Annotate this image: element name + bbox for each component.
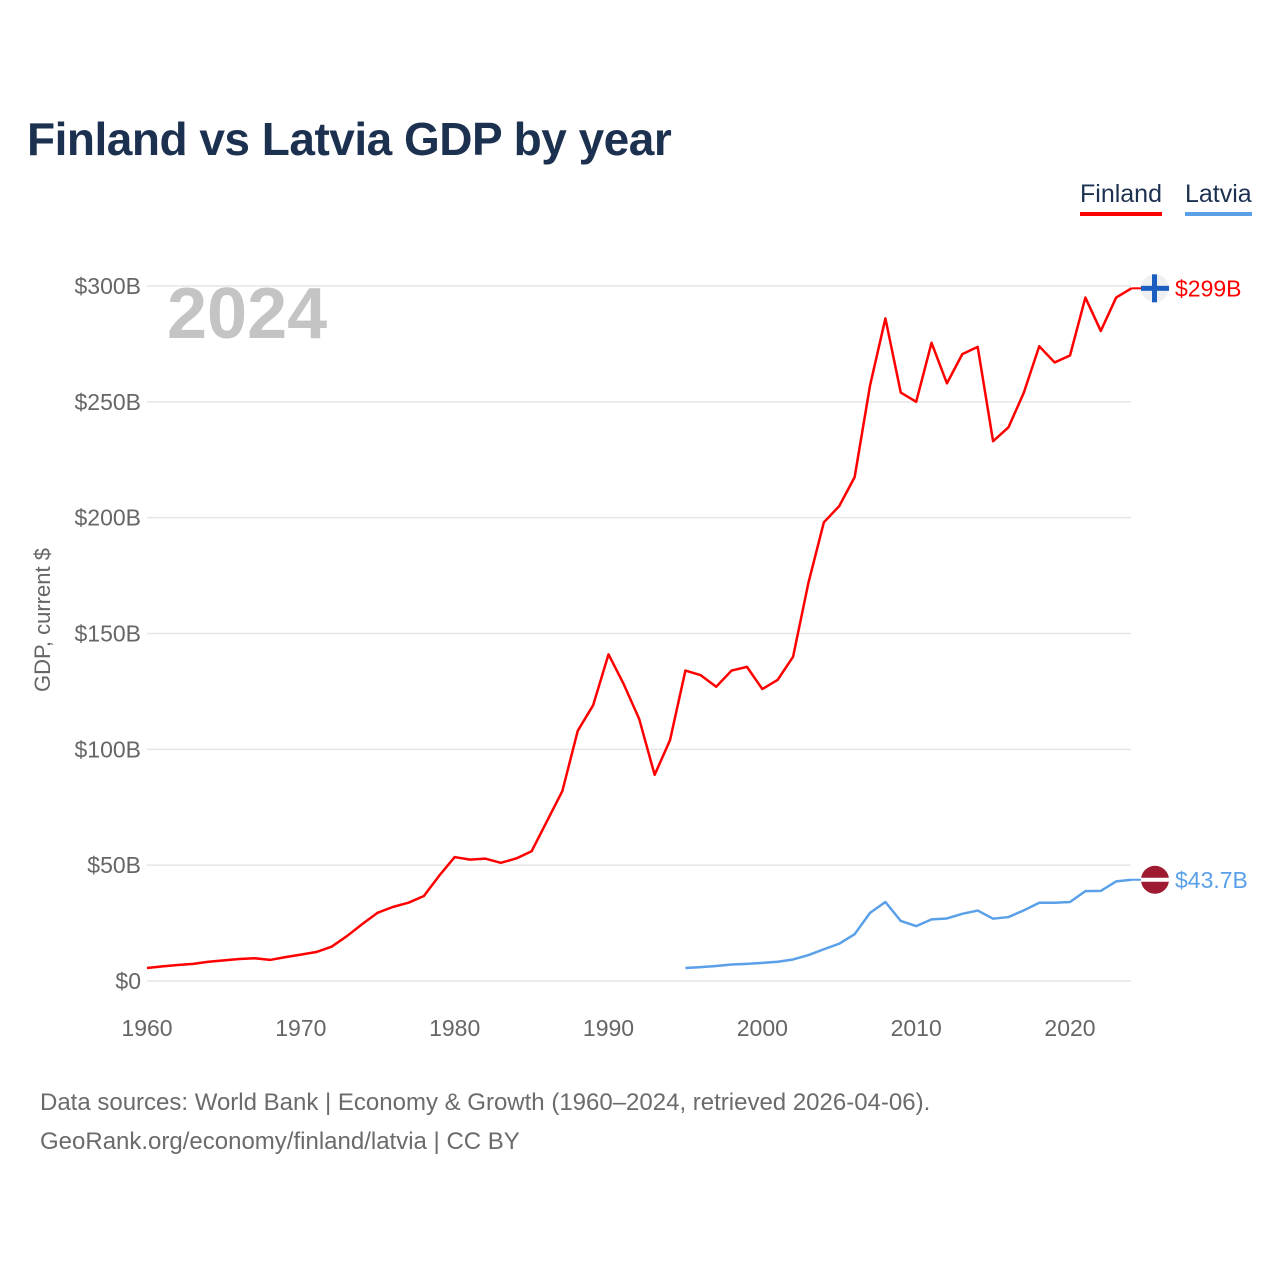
legend-latvia[interactable]: Latvia	[1185, 180, 1252, 216]
y-tick-label: $250B	[74, 389, 141, 415]
y-tick-label: $300B	[74, 273, 141, 299]
chart-title: Finland vs Latvia GDP by year	[27, 113, 672, 165]
x-tick-label: 1980	[429, 1015, 480, 1041]
x-tick-label: 1960	[121, 1015, 172, 1041]
y-axis-label: GDP, current $	[30, 548, 55, 692]
y-tick-label: $100B	[74, 736, 141, 762]
legend-finland[interactable]: Finland	[1080, 180, 1162, 216]
y-tick-label: $0	[115, 968, 141, 994]
footer-sources: Data sources: World Bank | Economy & Gro…	[40, 1089, 931, 1116]
series-line-finland	[146, 287, 1133, 970]
x-tick-label: 2000	[737, 1015, 788, 1041]
x-tick-label: 2020	[1044, 1015, 1095, 1041]
finland-flag-cross	[1152, 274, 1157, 303]
footer-link[interactable]: GeoRank.org/economy/finland/latvia | CC …	[40, 1128, 520, 1155]
x-tick-label: 2010	[891, 1015, 942, 1041]
y-tick-label: $50B	[87, 852, 141, 878]
footer: Data sources: World Bank | Economy & Gro…	[40, 1083, 930, 1161]
end-value-label: $299B	[1175, 275, 1242, 301]
year-watermark: 2024	[167, 274, 327, 354]
x-tick-label: 1990	[583, 1015, 634, 1041]
end-value-label: $43.7B	[1175, 867, 1248, 893]
y-tick-label: $200B	[74, 505, 141, 531]
y-tick-label: $150B	[74, 621, 141, 647]
series-line-latvia	[685, 878, 1132, 970]
latvia-flag-stripe	[1141, 877, 1169, 882]
x-tick-label: 1970	[275, 1015, 326, 1041]
